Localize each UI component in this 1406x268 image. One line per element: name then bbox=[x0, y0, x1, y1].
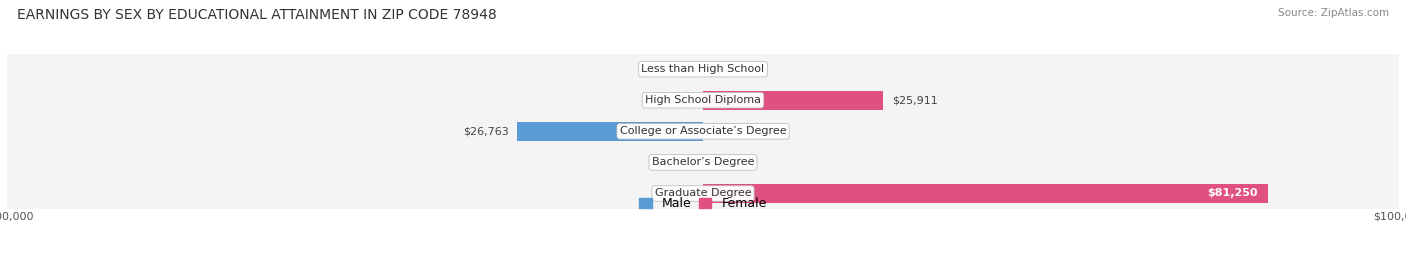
Bar bbox=[7, 147, 1399, 178]
Text: $0: $0 bbox=[681, 95, 695, 105]
Bar bbox=[7, 54, 1399, 85]
Text: Less than High School: Less than High School bbox=[641, 64, 765, 74]
Text: $0: $0 bbox=[711, 157, 725, 168]
Text: $0: $0 bbox=[681, 188, 695, 199]
Text: $0: $0 bbox=[711, 64, 725, 74]
Text: $0: $0 bbox=[711, 126, 725, 136]
Text: $25,911: $25,911 bbox=[891, 95, 938, 105]
Text: $26,763: $26,763 bbox=[463, 126, 509, 136]
Text: High School Diploma: High School Diploma bbox=[645, 95, 761, 105]
Legend: Male, Female: Male, Female bbox=[634, 192, 772, 215]
Bar bbox=[7, 85, 1399, 116]
Text: EARNINGS BY SEX BY EDUCATIONAL ATTAINMENT IN ZIP CODE 78948: EARNINGS BY SEX BY EDUCATIONAL ATTAINMEN… bbox=[17, 8, 496, 22]
Text: $81,250: $81,250 bbox=[1208, 188, 1258, 199]
Text: $0: $0 bbox=[681, 64, 695, 74]
Text: Source: ZipAtlas.com: Source: ZipAtlas.com bbox=[1278, 8, 1389, 18]
Text: College or Associate’s Degree: College or Associate’s Degree bbox=[620, 126, 786, 136]
Bar bbox=[7, 178, 1399, 209]
Bar bbox=[703, 184, 1268, 203]
Bar bbox=[7, 116, 1399, 147]
Text: Bachelor’s Degree: Bachelor’s Degree bbox=[652, 157, 754, 168]
Bar bbox=[517, 122, 703, 141]
Text: $0: $0 bbox=[681, 157, 695, 168]
Bar bbox=[703, 91, 883, 110]
Text: Graduate Degree: Graduate Degree bbox=[655, 188, 751, 199]
